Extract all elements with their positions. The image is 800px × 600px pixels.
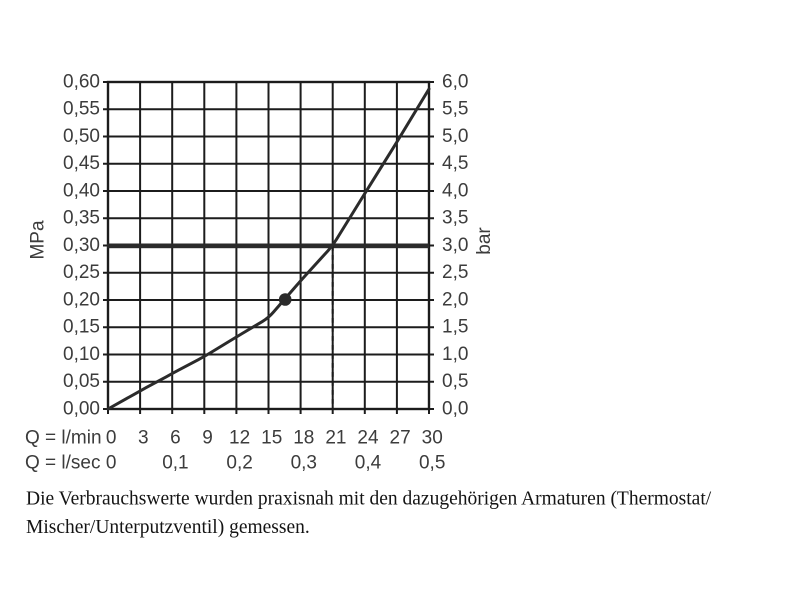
svg-text:0,50: 0,50 (63, 126, 100, 147)
svg-text:4,5: 4,5 (442, 153, 468, 174)
svg-text:0,1: 0,1 (162, 453, 188, 474)
svg-text:30: 30 (422, 428, 443, 449)
svg-text:15: 15 (261, 428, 282, 449)
svg-text:18: 18 (293, 428, 314, 449)
svg-text:24: 24 (357, 428, 379, 449)
svg-text:0,15: 0,15 (63, 317, 100, 338)
svg-text:5,0: 5,0 (442, 126, 468, 147)
svg-text:6,0: 6,0 (442, 71, 468, 92)
svg-text:0,30: 0,30 (63, 235, 100, 256)
svg-text:0,20: 0,20 (63, 289, 100, 310)
svg-text:0: 0 (106, 428, 117, 449)
svg-text:0,2: 0,2 (226, 453, 252, 474)
svg-text:0,40: 0,40 (63, 180, 100, 201)
svg-text:0,0: 0,0 (442, 398, 468, 419)
svg-text:3,0: 3,0 (442, 235, 468, 256)
svg-text:27: 27 (390, 428, 411, 449)
svg-text:bar: bar (474, 227, 495, 255)
svg-text:0,5: 0,5 (419, 453, 445, 474)
svg-text:0,5: 0,5 (442, 371, 468, 392)
svg-text:0,00: 0,00 (63, 398, 100, 419)
svg-text:6: 6 (170, 428, 181, 449)
svg-text:1,5: 1,5 (442, 317, 468, 338)
svg-text:0,10: 0,10 (63, 344, 100, 365)
svg-text:3: 3 (138, 428, 149, 449)
svg-text:Mischer/Unterputzventil) gemes: Mischer/Unterputzventil) gemessen. (26, 517, 310, 538)
svg-text:2,0: 2,0 (442, 289, 468, 310)
svg-text:0,25: 0,25 (63, 262, 100, 283)
svg-text:1,0: 1,0 (442, 344, 468, 365)
svg-text:Q = l/min: Q = l/min (25, 428, 102, 449)
svg-text:12: 12 (229, 428, 250, 449)
svg-text:21: 21 (325, 428, 346, 449)
svg-text:Q = l/sec: Q = l/sec (25, 453, 101, 474)
svg-text:MPa: MPa (28, 220, 49, 260)
svg-text:0,4: 0,4 (355, 453, 382, 474)
svg-text:0,60: 0,60 (63, 71, 100, 92)
svg-text:Die Verbrauchswerte wurden pra: Die Verbrauchswerte wurden praxisnah mit… (26, 489, 712, 510)
svg-text:2,5: 2,5 (442, 262, 468, 283)
svg-text:0,35: 0,35 (63, 208, 100, 229)
svg-text:9: 9 (202, 428, 213, 449)
svg-text:3,5: 3,5 (442, 208, 468, 229)
svg-text:0: 0 (106, 453, 117, 474)
svg-text:0,3: 0,3 (291, 453, 317, 474)
svg-text:4,0: 4,0 (442, 180, 468, 201)
svg-text:0,55: 0,55 (63, 99, 100, 120)
svg-text:5,5: 5,5 (442, 99, 468, 120)
svg-text:0,05: 0,05 (63, 371, 100, 392)
svg-text:0,45: 0,45 (63, 153, 100, 174)
